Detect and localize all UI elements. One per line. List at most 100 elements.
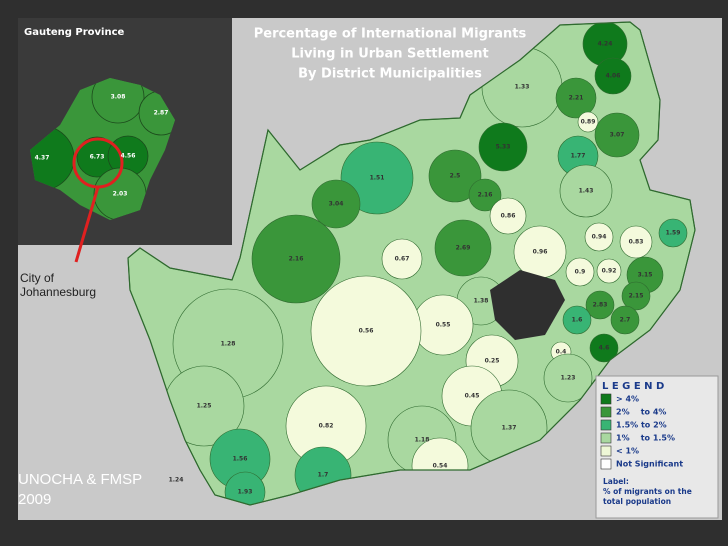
legend-swatch (600, 458, 612, 470)
legend-title: L E G E N D (602, 381, 664, 392)
district-label: 1.37 (502, 425, 517, 432)
legend-swatch (600, 445, 612, 457)
district-label: 2.16 (289, 256, 304, 263)
district-label: 1.56 (233, 456, 248, 463)
district-label: 1.93 (238, 489, 253, 496)
legend-swatch (600, 432, 612, 444)
district-label: 0.67 (395, 256, 410, 263)
inset-district-label: 2.03 (113, 191, 128, 198)
district-label: 0.89 (581, 119, 596, 126)
district-label: 1.23 (561, 375, 576, 382)
district (577, 111, 599, 133)
district-label: 2.5 (450, 173, 461, 180)
district (559, 164, 613, 218)
district-label: 5.33 (496, 144, 511, 151)
title-line: Percentage of International Migrants (254, 27, 527, 42)
legend-label: 1% to 1.5% (616, 434, 675, 443)
inset-district-label: 4.56 (121, 153, 136, 160)
inset-district-label: 2.87 (154, 110, 169, 117)
district-label: 0.4 (556, 349, 567, 356)
district (489, 197, 527, 235)
district (251, 214, 341, 304)
inset-title: Gauteng Province (24, 27, 125, 38)
district-label: 2.83 (593, 302, 608, 309)
district-label: 2.69 (456, 245, 471, 252)
callout-arrow (74, 186, 100, 263)
district-label: 0.86 (501, 213, 516, 220)
district-label: 3.04 (329, 201, 344, 208)
district-label: 0.92 (602, 268, 617, 275)
district-label: 1.59 (666, 230, 681, 237)
district (621, 281, 651, 311)
district-label: 4.24 (598, 41, 613, 48)
district-label: 2.16 (478, 192, 493, 199)
district-label: 0.94 (592, 234, 607, 241)
district-label: 0.55 (436, 322, 451, 329)
title-line: Living in Urban Settlement (291, 47, 489, 62)
legend-swatch (600, 393, 612, 405)
district-label: 0.56 (359, 328, 374, 335)
district-label: 1.33 (515, 84, 530, 91)
district-label: 1.28 (221, 341, 236, 348)
legend-box (595, 375, 719, 519)
district (594, 112, 640, 158)
district-label: 0.82 (319, 423, 334, 430)
source: UNOCHA & FMSP 2009 (18, 470, 142, 510)
district (658, 218, 688, 248)
district (610, 305, 640, 335)
lesotho (490, 270, 565, 340)
district-label: 1.25 (197, 403, 212, 410)
district (428, 149, 482, 203)
district (555, 77, 597, 119)
legend-note: Label: (603, 477, 629, 486)
district (434, 219, 492, 277)
district-label: 4.6 (599, 345, 610, 352)
district (543, 353, 593, 403)
district-label: 0.9 (575, 269, 586, 276)
district-label: 1.18 (415, 437, 430, 444)
legend-note: total population (603, 497, 671, 506)
district (310, 275, 422, 387)
district-label: 2.7 (620, 317, 631, 324)
district-label: 1.7 (318, 472, 329, 479)
district-label: 1.24 (169, 477, 184, 484)
district-label: 0.83 (629, 239, 644, 246)
legend-label: > 4% (616, 395, 639, 404)
inset-district-label: 3.08 (111, 94, 126, 101)
source-line: UNOCHA & FMSP (18, 471, 143, 488)
district (584, 222, 614, 252)
district-label: 0.54 (433, 463, 448, 470)
legend-label: 1.5% to 2% (616, 421, 667, 430)
district (562, 305, 592, 335)
legend-label: Not Significant (616, 460, 683, 469)
district-label: 1.43 (579, 188, 594, 195)
district (585, 290, 615, 320)
district-label: 0.25 (485, 358, 500, 365)
district (381, 238, 423, 280)
district (565, 257, 595, 287)
district-label: 0.96 (533, 249, 548, 256)
district-label: 2.15 (629, 293, 644, 300)
district-label: 0.45 (465, 393, 480, 400)
district (596, 258, 622, 284)
district-label: 1.6 (572, 317, 583, 324)
legend-note: % of migrants on the (603, 487, 692, 496)
legend-swatch (600, 419, 612, 431)
district-label: 2.21 (569, 95, 584, 102)
district-label: 1.51 (370, 175, 385, 182)
district (468, 178, 502, 212)
title-line: By District Municipalities (298, 67, 482, 82)
source-line: 2009 (18, 491, 52, 508)
district (589, 333, 619, 363)
district (340, 141, 414, 215)
legend-label: 2% to 4% (616, 408, 666, 417)
callout-label: City of Johannesburg (20, 271, 97, 299)
district-label: 3.15 (638, 272, 653, 279)
district-label: 4.06 (606, 73, 621, 80)
district (311, 179, 361, 229)
inset-district (91, 78, 145, 124)
district-label: 1.38 (474, 298, 489, 305)
district (594, 57, 632, 95)
